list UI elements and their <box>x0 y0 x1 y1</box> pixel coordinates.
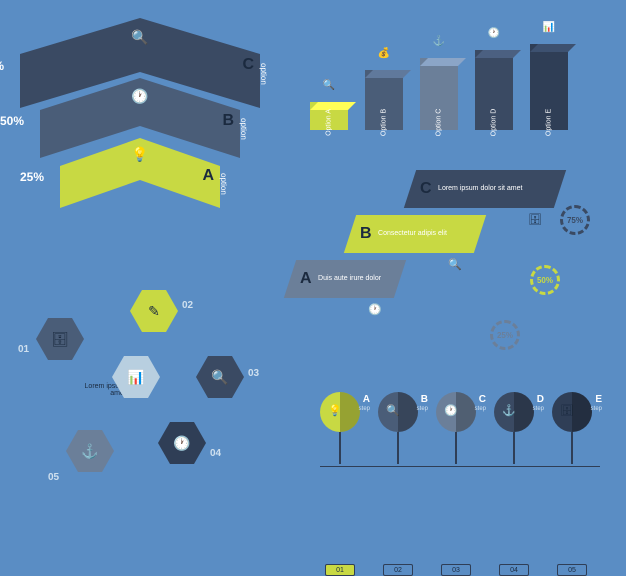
timeline-node-c: 🕐Cstep03 <box>436 392 476 500</box>
timeline-step-label: step <box>533 406 544 412</box>
timeline-num: 03 <box>441 564 471 576</box>
timeline-step-label: step <box>475 406 486 412</box>
timeline-num: 01 <box>325 564 355 576</box>
timeline: 💡Astep01 🔍Bstep02 🕐Cstep03 ⚓Dstep04 🗄Estep05 <box>0 0 626 500</box>
timeline-icon: 🗄 <box>560 404 574 417</box>
timeline-icon: 🕐 <box>444 404 458 417</box>
timeline-letter: A <box>363 394 370 405</box>
timeline-letter: D <box>537 394 544 405</box>
timeline-stem <box>571 432 573 464</box>
timeline-num: 02 <box>383 564 413 576</box>
timeline-icon: 🔍 <box>386 404 400 417</box>
timeline-node-a: 💡Astep01 <box>320 392 360 500</box>
timeline-letter: C <box>479 394 486 405</box>
timeline-icon: ⚓ <box>502 404 516 417</box>
timeline-node-d: ⚓Dstep04 <box>494 392 534 500</box>
timeline-node-b: 🔍Bstep02 <box>378 392 418 500</box>
timeline-stem <box>397 432 399 464</box>
timeline-stem <box>339 432 341 464</box>
timeline-step-label: step <box>591 406 602 412</box>
timeline-stem <box>513 432 515 464</box>
timeline-step-label: step <box>359 406 370 412</box>
timeline-num: 05 <box>557 564 587 576</box>
timeline-num: 04 <box>499 564 529 576</box>
timeline-step-label: step <box>417 406 428 412</box>
timeline-stem <box>455 432 457 464</box>
timeline-icon: 💡 <box>328 404 342 417</box>
timeline-letter: E <box>595 394 602 405</box>
timeline-node-e: 🗄Estep05 <box>552 392 592 500</box>
timeline-letter: B <box>421 394 428 405</box>
